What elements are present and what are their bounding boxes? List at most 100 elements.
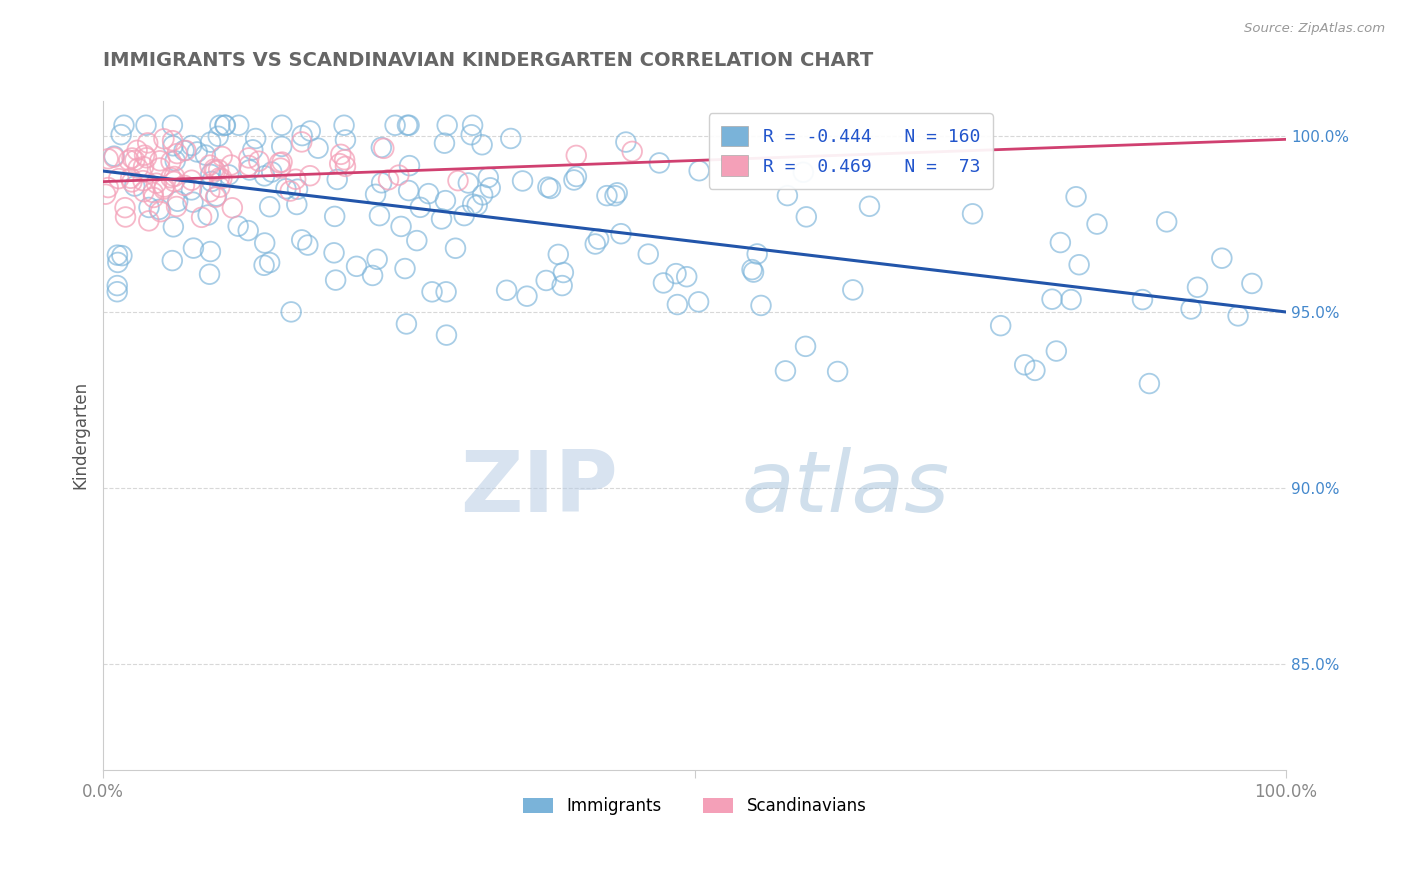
Point [457,176,479,190]
Point [107,255,129,269]
Point [214,118,236,132]
Point [153,182,176,196]
Point [688,294,710,309]
Point [253,235,276,250]
Point [197,208,219,222]
Point [142,190,165,204]
Point [637,247,659,261]
Point [204,164,226,178]
Point [163,174,186,188]
Point [990,318,1012,333]
Point [271,155,294,169]
Point [335,160,357,174]
Point [405,234,427,248]
Point [794,210,817,224]
Point [180,183,202,197]
Point [136,136,159,150]
Point [242,143,264,157]
Point [162,219,184,234]
Point [269,156,291,170]
Point [149,204,172,219]
Point [107,171,129,186]
Point [471,137,494,152]
Point [190,211,212,225]
Point [148,202,170,217]
Point [253,169,276,183]
Point [287,182,309,196]
Point [792,165,814,179]
Point [388,168,411,182]
Point [583,237,606,252]
Point [114,201,136,215]
Point [394,261,416,276]
Point [103,149,125,163]
Point [238,163,260,178]
Point [747,247,769,261]
Point [174,144,197,158]
Point [384,118,406,132]
Point [1137,376,1160,391]
Point [329,147,352,161]
Point [1132,293,1154,307]
Point [205,189,228,203]
Point [377,172,399,186]
Point [596,188,619,202]
Point [565,148,588,162]
Text: atlas: atlas [742,448,950,531]
Point [211,171,233,186]
Point [1069,258,1091,272]
Point [138,214,160,228]
Point [1085,217,1108,231]
Point [291,135,314,149]
Point [291,233,314,247]
Point [652,276,675,290]
Point [499,131,522,145]
Point [776,188,799,202]
Point [103,150,125,164]
Point [794,339,817,353]
Point [153,132,176,146]
Point [370,140,392,154]
Point [461,197,484,211]
Point [1187,280,1209,294]
Point [280,305,302,319]
Point [163,169,186,184]
Text: IMMIGRANTS VS SCANDINAVIAN KINDERGARTEN CORRELATION CHART: IMMIGRANTS VS SCANDINAVIAN KINDERGARTEN … [103,52,873,70]
Point [132,160,155,174]
Point [409,200,432,214]
Point [565,169,588,184]
Point [495,283,517,297]
Point [420,285,443,299]
Point [207,162,229,177]
Point [214,118,236,132]
Point [1014,358,1036,372]
Point [430,211,453,226]
Point [1024,363,1046,377]
Point [512,174,534,188]
Point [162,134,184,148]
Point [111,249,134,263]
Point [465,198,488,212]
Point [1049,235,1071,250]
Point [112,118,135,132]
Text: Source: ZipAtlas.com: Source: ZipAtlas.com [1244,22,1385,36]
Point [621,145,644,159]
Point [110,128,132,142]
Point [173,178,195,193]
Point [389,219,412,234]
Point [134,148,156,162]
Point [1060,293,1083,307]
Point [124,179,146,194]
Point [842,283,865,297]
Point [827,364,849,378]
Point [323,245,346,260]
Point [326,172,349,186]
Point [259,200,281,214]
Point [418,186,440,201]
Point [245,131,267,145]
Point [270,139,292,153]
Point [398,118,420,132]
Point [666,297,689,311]
Point [202,162,225,177]
Point [471,187,494,202]
